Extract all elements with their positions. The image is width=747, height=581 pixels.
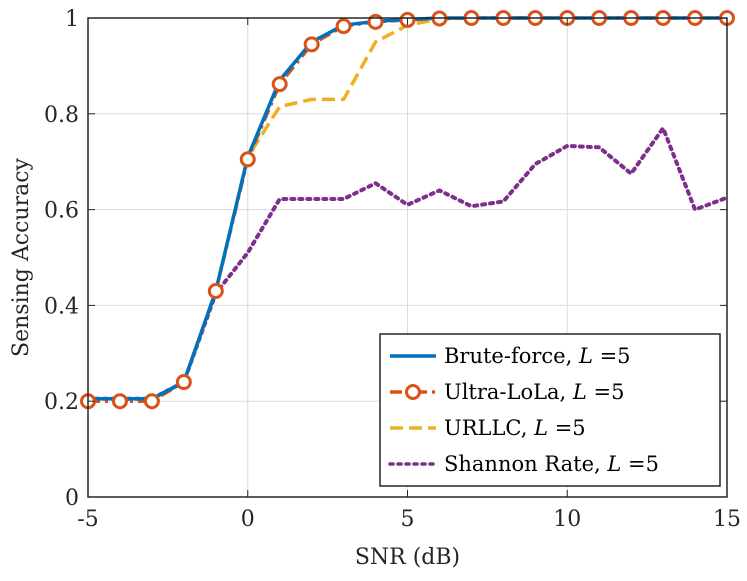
x-tick-label: 0: [241, 507, 255, 532]
data-point-ultra-lola: [175, 374, 192, 391]
legend-entry: Shannon Rate, L =5: [444, 452, 659, 476]
data-point-ultra-lola: [303, 36, 320, 53]
x-tick-label: 15: [713, 507, 741, 532]
x-tick-label: 10: [553, 507, 581, 532]
legend-math: L: [572, 380, 587, 404]
legend-entry: URLLC, L =5: [444, 416, 586, 440]
y-tick-label: 0.6: [44, 199, 79, 224]
legend-suffix: =5: [548, 416, 586, 440]
legend-math: L: [578, 344, 593, 368]
legend-suffix: =5: [621, 452, 659, 476]
legend-math: L: [533, 416, 548, 440]
data-point-ultra-lola: [335, 18, 352, 35]
legend-math: L: [606, 452, 621, 476]
y-axis-label: Sensing Accuracy: [9, 157, 34, 356]
x-axis-label: SNR (dB): [355, 545, 460, 570]
y-tick-label: 0.2: [44, 390, 79, 415]
data-point-ultra-lola: [207, 283, 224, 300]
data-point-ultra-lola: [239, 151, 256, 168]
legend-label: Shannon Rate,: [444, 452, 607, 476]
data-point-ultra-lola: [271, 76, 288, 93]
legend-entry: Brute-force, L =5: [444, 344, 631, 368]
legend-label: Brute-force,: [444, 344, 579, 368]
legend-label: Ultra-LoLa,: [444, 380, 573, 404]
legend-suffix: =5: [593, 344, 631, 368]
legend-suffix: =5: [587, 380, 625, 404]
data-point-ultra-lola: [111, 393, 128, 410]
x-tick-label: -5: [77, 507, 98, 532]
x-tick-label: 5: [401, 507, 415, 532]
y-tick-label: 0.4: [44, 294, 79, 319]
y-tick-label: 0.8: [44, 103, 79, 128]
legend-marker: [405, 384, 421, 400]
data-point-ultra-lola: [143, 393, 160, 410]
legend-entry: Ultra-LoLa, L =5: [444, 380, 625, 404]
legend-label: URLLC,: [444, 416, 534, 440]
y-tick-label: 0: [65, 486, 79, 511]
y-tick-label: 1: [65, 7, 79, 32]
legend-box: [379, 333, 721, 487]
